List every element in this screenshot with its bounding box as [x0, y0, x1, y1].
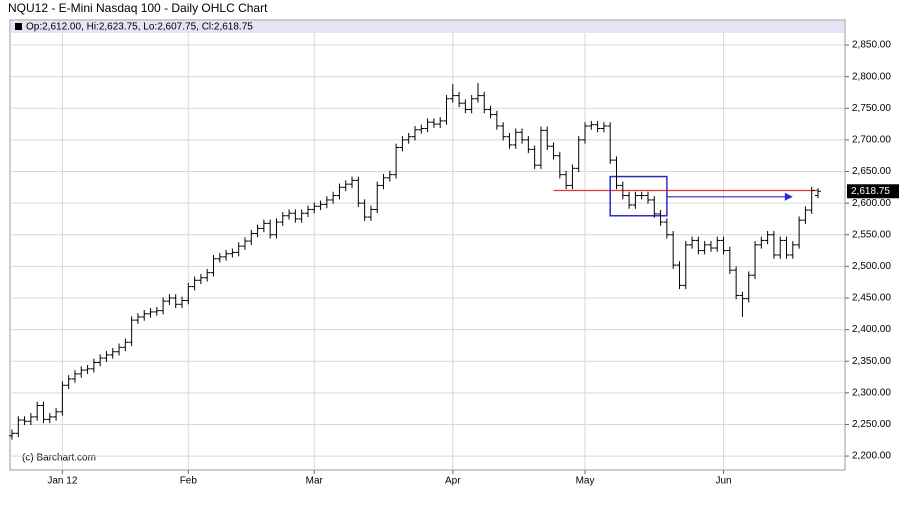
- y-tick-label: 2,800.00: [852, 71, 891, 82]
- x-tick-label: Apr: [445, 476, 461, 487]
- y-tick-label: 2,550.00: [852, 229, 891, 240]
- y-tick-label: 2,400.00: [852, 324, 891, 335]
- y-tick-label: 2,350.00: [852, 356, 891, 367]
- x-tick-label: Mar: [306, 476, 324, 487]
- legend-band: [11, 21, 844, 33]
- y-tick-label: 2,700.00: [852, 135, 891, 146]
- arrow-head: [784, 192, 793, 201]
- y-tick-label: 2,200.00: [852, 451, 891, 462]
- credit: (c) Barchart.com: [22, 453, 96, 464]
- y-tick-label: 2,300.00: [852, 387, 891, 398]
- y-tick-label: 2,500.00: [852, 261, 891, 272]
- highlight-box: [609, 175, 668, 217]
- y-tick-label: 2,850.00: [852, 40, 891, 51]
- y-tick-label: 2,250.00: [852, 419, 891, 430]
- annotations: [553, 175, 818, 217]
- y-tick-label: 2,650.00: [852, 166, 891, 177]
- plot-frame: [9, 19, 846, 471]
- y-tick-label: 2,750.00: [852, 103, 891, 114]
- x-tick-label: Jan 12: [47, 476, 77, 487]
- x-tick-label: Feb: [180, 476, 198, 487]
- chart-title: NQU12 - E-Mini Nasdaq 100 - Daily OHLC C…: [8, 1, 268, 15]
- y-tick-label: 2,450.00: [852, 293, 891, 304]
- legend-swatch: [15, 23, 22, 30]
- last-price-label: 2,618.75: [851, 186, 890, 197]
- bars: [9, 82, 821, 440]
- x-tick-label: Jun: [715, 476, 731, 487]
- last-price-box: [847, 184, 899, 199]
- legend-text: Op:2,612.00, Hi:2,623.75, Lo:2,607.75, C…: [26, 22, 253, 33]
- x-tick-label: May: [576, 476, 595, 487]
- y-tick-label: 2,600.00: [852, 198, 891, 209]
